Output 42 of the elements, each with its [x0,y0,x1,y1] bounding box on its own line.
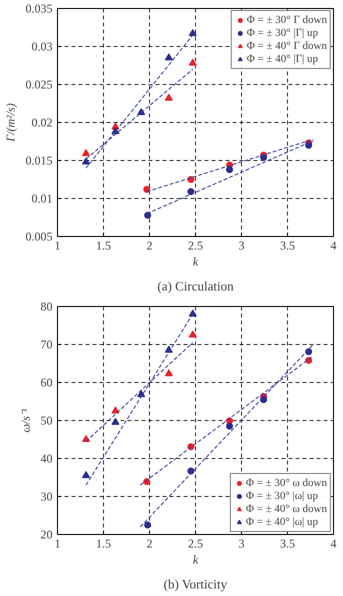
y-tick-label: 40 [40,452,52,466]
legend-label: Φ = ± 40° Γ down [246,40,327,52]
y-tick-label: 60 [40,376,52,390]
x-tick-label: 2.5 [188,536,203,550]
legend-label: Φ = ± 30° ω down [246,477,327,489]
legend-label: Φ = ± 30° Γ down [246,14,327,26]
legend-label: Φ = ± 40° ω down [246,503,327,515]
x-tick-label: 2 [146,536,152,550]
x-tick-label: 2.5 [188,238,203,252]
y-tick-label: 80 [40,300,52,314]
y-tick-label: 0.03 [32,40,52,54]
x-tick-label: 3.5 [280,238,295,252]
x-tick-label: 1 [54,536,60,550]
x-tick-label: 3.5 [280,536,295,550]
y-tick-label: 30 [40,490,52,504]
y-tick-label: 20 [40,528,52,542]
y-tick-label: 70 [40,338,52,352]
legend-label: Φ = ± 30° |Γ| up [246,27,318,39]
x-tick-label: 2 [146,238,152,252]
x-tick-label: 3 [238,536,244,550]
x-axis-title: k [192,254,199,268]
y-tick-label: 0.01 [32,192,52,206]
legend-label: Φ = ± 40° |ω| up [246,516,318,528]
x-axis-title: k [192,552,199,566]
x-tick-label: 4 [330,536,336,550]
y-tick-label: 0.02 [32,116,52,130]
y-tick-label: 0.015 [26,154,52,168]
x-tick-label: 1.5 [96,238,111,252]
text: (b) Vorticity [164,576,228,592]
y-tick-label: 50 [40,414,52,428]
x-tick-label: 1 [54,238,60,252]
x-tick-label: 1.5 [96,536,111,550]
y-axis-title: Γ/(m²/s) [4,103,18,143]
y-tick-label: 0.005 [26,230,52,244]
text: (a) Circulation [157,278,234,294]
y-tick-label: 0.025 [26,78,52,92]
y-axis-title: ω/s⁻¹ [18,408,32,433]
y-tick-label: 0.035 [26,2,52,16]
x-tick-label: 3 [238,238,244,252]
legend-label: Φ = ± 30° |ω| up [246,490,318,502]
legend-label: Φ = ± 40° |Γ| up [246,53,318,65]
x-tick-label: 4 [330,238,336,252]
